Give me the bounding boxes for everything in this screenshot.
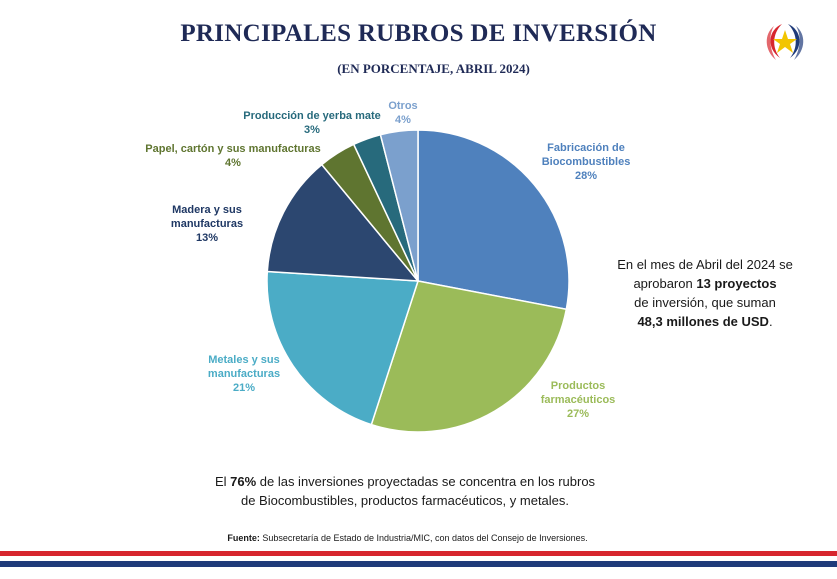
note-pre: El (214, 474, 231, 489)
pie-slice (266, 270, 420, 426)
slice-label-text: manufacturas (207, 368, 281, 380)
footer-stripe-white (0, 556, 837, 561)
source-label: Fuente: (227, 533, 260, 543)
source-note: Fuente: Subsecretaría de Estado de Indus… (0, 533, 815, 543)
concentration-note: El 76% de las inversiones proyectadas se… (100, 472, 710, 510)
slice-label-text: Otros (388, 100, 418, 112)
slice-value: 4% (225, 157, 241, 169)
summary-amount: 48,3 millones de USD (637, 314, 769, 329)
slice-value: 28% (574, 170, 598, 182)
slice-label: Madera y sus manufacturas 13% (171, 203, 243, 245)
paraguay-star-emblem-icon (766, 24, 804, 60)
slice-label-text: Madera y sus (172, 204, 242, 216)
summary-projects-count: 13 proyectos (696, 276, 777, 291)
pie-slice (417, 129, 570, 311)
slice-label-text: farmacéuticos (540, 394, 616, 406)
page-title: PRINCIPALES RUBROS DE INVERSIÓN (180, 20, 657, 47)
slice-label-text: Metales y sus (208, 354, 280, 366)
source-text: Subsecretaría de Estado de Industria/MIC… (259, 533, 588, 543)
slice-value: 3% (304, 124, 320, 136)
slice-value: 13% (195, 232, 219, 244)
slice-label: Metales y sus manufacturas 21% (208, 353, 280, 395)
footer-stripe-blue (0, 561, 837, 567)
summary-text: En el mes de Abril del 2024 se aprobaron… (600, 255, 810, 331)
note-percent: 76% (230, 474, 257, 489)
slice-value: 21% (232, 382, 256, 394)
summary-period: . (768, 314, 773, 329)
note-post: de las inversiones proyectadas se concen… (256, 474, 596, 489)
pie-slice (379, 129, 419, 282)
slice-label-text: Biocombustibles (541, 156, 631, 168)
slice-label-text: Papel, cartón y sus manufacturas (145, 143, 321, 155)
slice-value: 4% (395, 114, 411, 126)
slice-label: Papel, cartón y sus manufacturas 4% (145, 142, 320, 170)
slice-label: Producción de yerba mate 3% (243, 109, 381, 137)
slice-label-text: Producción de yerba mate (243, 110, 381, 122)
slice-label: Fabricación de Biocombustibles 28% (542, 141, 631, 183)
note-line-2: de Biocombustibles, productos farmacéuti… (240, 493, 570, 508)
slice-label: Otros 4% (388, 99, 417, 127)
page-subtitle: (EN PORCENTAJE, ABRIL 2024) (337, 61, 530, 76)
summary-line-2: aprobaron (633, 276, 697, 291)
slice-label-text: Productos (550, 380, 606, 392)
slice-label-text: Fabricación de (547, 142, 625, 154)
slice-value: 27% (566, 408, 590, 420)
pie-slice (266, 163, 420, 282)
summary-line-1: En el mes de Abril del 2024 se (617, 257, 793, 272)
slice-label-text: manufacturas (170, 218, 244, 230)
slice-label: Productos farmacéuticos 27% (541, 379, 616, 421)
summary-line-3: de inversión, que suman (634, 295, 776, 310)
pie-slice (370, 280, 568, 433)
footer-stripe-red (0, 551, 837, 556)
